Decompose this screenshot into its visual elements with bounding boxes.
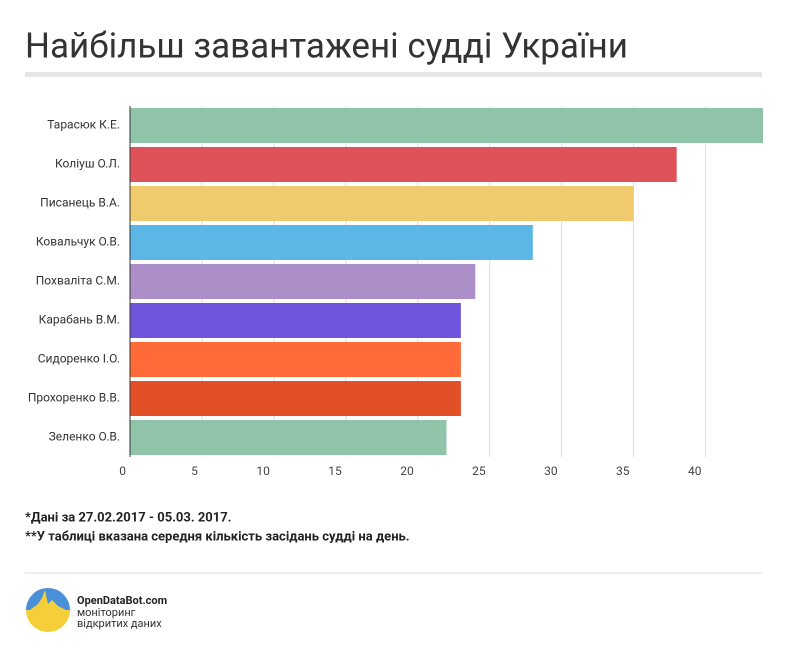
- bar: [130, 108, 763, 143]
- x-tick-label: 30: [544, 464, 558, 478]
- tagline: моніторинг: [77, 606, 136, 619]
- note: *Дані за 27.02.2017 - 05.03. 2017.: [25, 510, 231, 525]
- x-tick-label: 0: [119, 464, 126, 478]
- y-tick-label: Тарасюк К.Е.: [47, 118, 120, 132]
- tagline: відкритих даних: [77, 617, 162, 630]
- bar: [130, 303, 461, 338]
- bar: [130, 147, 677, 182]
- x-tick-label: 25: [472, 464, 486, 478]
- chart-title: Найбільш завантажені судді України: [25, 25, 628, 66]
- y-tick-label: Карабань В.М.: [39, 313, 120, 327]
- bar: [130, 264, 476, 299]
- bar: [130, 381, 461, 416]
- bar: [130, 186, 634, 221]
- x-tick-label: 20: [400, 464, 414, 478]
- bar: [130, 420, 447, 455]
- brand: OpenDataBot.com: [77, 594, 167, 607]
- bar: [130, 225, 533, 260]
- bar: [130, 342, 461, 377]
- y-tick-label: Ковальчук О.В.: [36, 235, 120, 249]
- note: **У таблиці вказана середня кількість за…: [25, 529, 410, 544]
- x-tick-label: 35: [616, 464, 630, 478]
- logo: [26, 588, 70, 632]
- x-tick-label: 15: [328, 464, 342, 478]
- title-rule: [25, 72, 762, 77]
- x-tick-label: 5: [191, 464, 198, 478]
- y-tick-label: Зеленко О.В.: [49, 430, 120, 444]
- y-tick-label: Похваліта С.М.: [36, 274, 120, 288]
- x-tick-label: 40: [688, 464, 702, 478]
- y-tick-label: Сидоренко І.О.: [38, 352, 120, 366]
- y-tick-label: Коліуш О.Л.: [55, 157, 120, 171]
- y-tick-label: Писанець В.А.: [40, 196, 120, 210]
- y-tick-label: Прохоренко В.В.: [28, 391, 120, 405]
- x-tick-label: 10: [256, 464, 270, 478]
